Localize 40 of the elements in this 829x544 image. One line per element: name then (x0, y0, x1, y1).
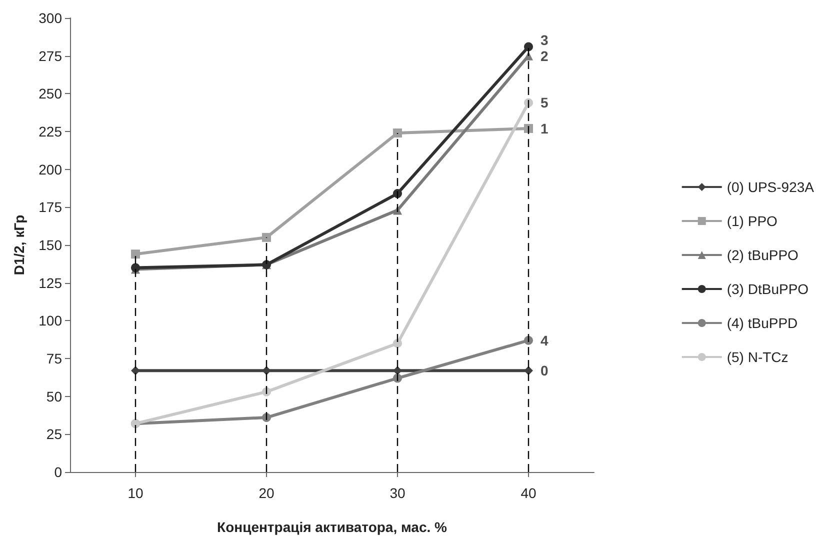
legend-label: (2) tBuPPO (726, 247, 799, 263)
y-tick-label: 150 (38, 237, 62, 253)
y-tick-label: 125 (38, 274, 62, 291)
annotation: 2 (540, 48, 548, 64)
y-tick-label: 300 (38, 10, 62, 26)
annotation: 1 (540, 120, 548, 136)
point (131, 366, 140, 376)
point (262, 366, 271, 376)
point (131, 250, 140, 259)
legend-label: (5) N-TCz (726, 349, 788, 365)
y-tick-label: 50 (46, 388, 62, 404)
y-tick-label: 250 (38, 86, 62, 102)
y-axis-title: D1/2, кГр (11, 214, 27, 276)
x-tick-label: 20 (258, 485, 274, 501)
annotation: 0 (540, 362, 548, 379)
x-tick-label: 10 (128, 485, 144, 501)
x-tick-label: 30 (390, 485, 406, 501)
point (524, 366, 533, 376)
y-tick-label: 100 (38, 312, 62, 329)
x-axis-title: Концентрація активатора, мас. % (217, 519, 448, 535)
point (393, 128, 402, 138)
y-tick-label: 225 (38, 124, 62, 140)
point (393, 338, 402, 348)
annotation: 3 (540, 32, 548, 48)
point (524, 124, 533, 133)
annotation: 4 (540, 332, 548, 348)
legend-label: (0) UPS-923A (726, 179, 815, 195)
y-tick-label: 200 (38, 161, 62, 178)
y-tick-label: 25 (46, 426, 62, 442)
point (524, 42, 533, 52)
y-tick-label: 75 (46, 350, 62, 366)
y-tick-label: 275 (38, 48, 62, 64)
legend-label: (3) DtBuPPO (726, 281, 809, 297)
legend-label: (4) tBuPPD (726, 315, 798, 331)
x-tick-label: 40 (520, 485, 536, 501)
annotation: 5 (540, 94, 548, 111)
point (262, 232, 271, 242)
y-tick-label: 0 (54, 464, 62, 480)
legend-label: (1) PPO (726, 213, 778, 229)
y-tick-label: 175 (38, 199, 62, 216)
